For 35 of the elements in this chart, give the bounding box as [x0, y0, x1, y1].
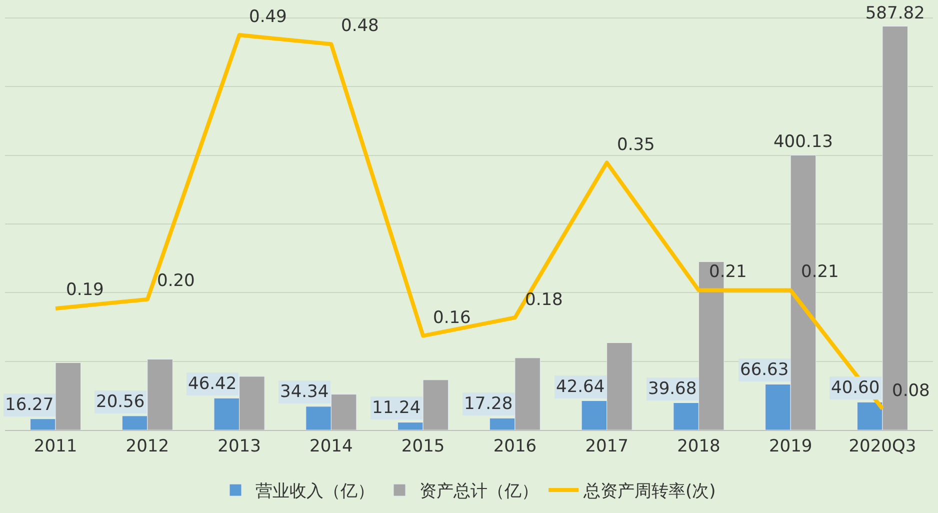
data-label: 0.18	[525, 290, 563, 310]
data-label: 40.60	[831, 378, 880, 398]
x-tick-label: 2020Q3	[848, 436, 916, 456]
data-label: 39.68	[648, 379, 697, 399]
x-tick-label: 2012	[126, 436, 170, 456]
data-label: 0.08	[892, 381, 930, 401]
x-tick-label: 2017	[585, 436, 628, 456]
data-label: 17.28	[464, 394, 513, 414]
x-tick-label: 2011	[34, 436, 78, 456]
data-label: 0.20	[157, 271, 195, 291]
legend-label: 营业收入（亿）	[256, 482, 374, 502]
data-label: 0.49	[249, 7, 287, 27]
data-label: 0.19	[66, 280, 104, 300]
data-label: 0.35	[617, 135, 655, 155]
data-label: 34.34	[280, 382, 329, 402]
legend-label: 总资产周转率(次)	[582, 482, 716, 502]
x-tick-label: 2015	[401, 436, 445, 456]
data-label: 587.82	[865, 3, 925, 24]
data-label: 20.56	[96, 392, 145, 412]
data-label: 11.24	[372, 398, 421, 418]
data-label: 0.21	[709, 262, 747, 282]
data-label: 400.13	[773, 132, 833, 152]
data-label: 46.42	[188, 374, 237, 394]
legend-label: 资产总计（亿）	[420, 482, 538, 502]
data-label: 0.16	[433, 308, 471, 328]
data-label: 0.48	[341, 16, 379, 36]
data-label: 16.27	[5, 395, 54, 415]
data-label: 42.64	[556, 377, 605, 397]
x-tick-label: 2019	[768, 436, 812, 456]
data-label: 0.21	[801, 262, 839, 282]
x-tick-label: 2016	[493, 436, 537, 456]
data-label: 66.63	[740, 360, 789, 380]
x-tick-label: 2018	[677, 436, 720, 456]
x-tick-label: 2014	[310, 436, 353, 456]
x-tick-label: 2013	[218, 436, 261, 456]
